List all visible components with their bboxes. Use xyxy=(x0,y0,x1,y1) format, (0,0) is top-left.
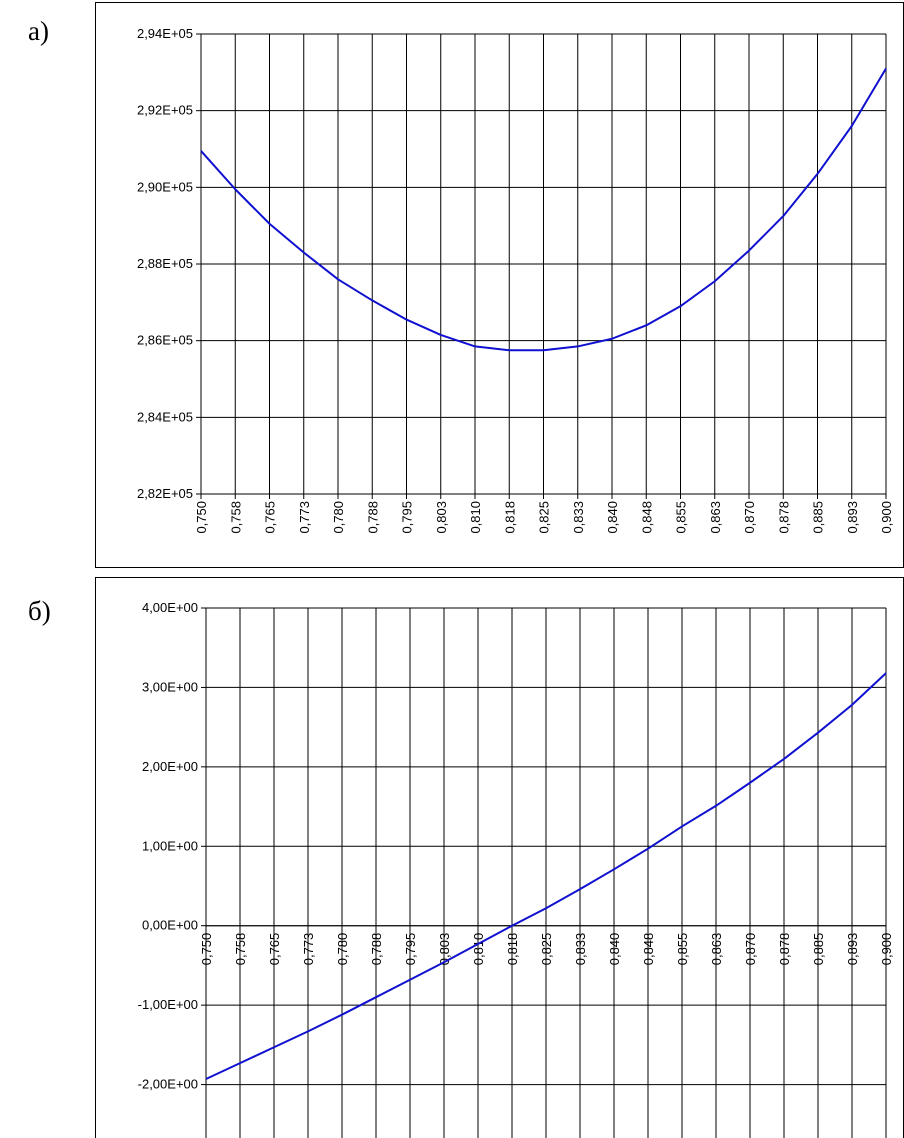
chart-b-frame: -3,00E+00-2,00E+00-1,00E+000,00E+001,00E… xyxy=(95,577,904,1138)
chart-b-ytick-label: 4,00E+00 xyxy=(142,600,198,615)
chart-b-xtick-label: 0,810 xyxy=(471,933,486,966)
chart-a-ytick-label: 2,86E+05 xyxy=(137,333,193,348)
chart-a-xtick-label: 0,900 xyxy=(879,501,894,534)
chart-b-xtick-label: 0,893 xyxy=(845,933,860,966)
chart-b-xtick-label: 0,863 xyxy=(709,933,724,966)
chart-b-ytick-label: 3,00E+00 xyxy=(142,679,198,694)
chart-a-xtick-label: 0,833 xyxy=(571,501,586,534)
chart-b-xtick-label: 0,900 xyxy=(879,933,894,966)
chart-b-xtick-label: 0,870 xyxy=(743,933,758,966)
chart-b-ytick-label: 1,00E+00 xyxy=(142,838,198,853)
chart-a-xtick-label: 0,758 xyxy=(228,501,243,534)
chart-a-xtick-label: 0,863 xyxy=(708,501,723,534)
chart-b-ytick-label: 0,00E+00 xyxy=(142,918,198,933)
chart-b-ytick-label: -1,00E+00 xyxy=(138,997,198,1012)
chart-a-xtick-label: 0,848 xyxy=(639,501,654,534)
chart-b-xtick-label: 0,765 xyxy=(267,933,282,966)
chart-b: -3,00E+00-2,00E+00-1,00E+000,00E+001,00E… xyxy=(138,600,894,1138)
chart-a-xtick-label: 0,840 xyxy=(605,501,620,534)
chart-a-xtick-label: 0,855 xyxy=(674,501,689,534)
chart-b-xtick-label: 0,780 xyxy=(335,933,350,966)
chart-a-xtick-label: 0,788 xyxy=(365,501,380,534)
panel-label-a: а) xyxy=(28,16,49,46)
chart-a-xtick-label: 0,810 xyxy=(468,501,483,534)
chart-b-ytick-label: 2,00E+00 xyxy=(142,759,198,774)
chart-a-ytick-label: 2,90E+05 xyxy=(137,179,193,194)
chart-b-xtick-label: 0,885 xyxy=(811,933,826,966)
chart-b-xtick-label: 0,803 xyxy=(437,933,452,966)
chart-b-xtick-label: 0,848 xyxy=(641,933,656,966)
chart-a-xtick-label: 0,795 xyxy=(400,501,415,534)
chart-a-xtick-label: 0,765 xyxy=(263,501,278,534)
chart-b-xtick-label: 0,773 xyxy=(301,933,316,966)
chart-a-series-line xyxy=(200,67,887,352)
chart-a-ytick-label: 2,92E+05 xyxy=(137,103,193,118)
chart-a-ytick-label: 2,94E+05 xyxy=(137,26,193,41)
chart-a-frame: 2,82E+05 2,84E+05 2,86E+05 2,88E+05 2,90E+05… xyxy=(95,2,904,568)
panel-label-b: б) xyxy=(28,596,51,626)
chart-b-xtick-label: 0,855 xyxy=(675,933,690,966)
chart-b-xtick-label: 0,750 xyxy=(199,933,214,966)
chart-b-xtick-label: 0,840 xyxy=(607,933,622,966)
chart-a-xtick-label: 0,750 xyxy=(194,501,209,534)
chart-a-xtick-label: 0,803 xyxy=(434,501,449,534)
chart-b-series-line xyxy=(205,672,887,1080)
chart-b-xtick-label: 0,825 xyxy=(539,933,554,966)
chart-a-xtick-label: 0,870 xyxy=(742,501,757,534)
chart-b-xtick-label: 0,878 xyxy=(777,933,792,966)
chart-a: 2,82E+05 2,84E+05 2,86E+05 2,88E+05 2,90E+05… xyxy=(137,26,894,534)
chart-a-ytick-label: 2,88E+05 xyxy=(137,256,193,271)
chart-a-xtick-label: 0,893 xyxy=(845,501,860,534)
chart-b-xtick-label: 0,833 xyxy=(573,933,588,966)
chart-b-xtick-label: 0,788 xyxy=(369,933,384,966)
chart-b-ytick-label: -2,00E+00 xyxy=(138,1077,198,1092)
chart-a-ytick-label: 2,84E+05 xyxy=(137,409,193,424)
chart-b-xtick-label: 0,818 xyxy=(505,933,520,966)
chart-a-xtick-label: 0,773 xyxy=(297,501,312,534)
chart-a-ytick-label: 2,82E+05 xyxy=(137,486,193,501)
chart-a-xtick-label: 0,885 xyxy=(811,501,826,534)
chart-a-xtick-label: 0,818 xyxy=(502,501,517,534)
chart-a-xtick-label: 0,825 xyxy=(537,501,552,534)
chart-b-xtick-label: 0,795 xyxy=(403,933,418,966)
chart-a-xtick-label: 0,780 xyxy=(331,501,346,534)
chart-b-xtick-label: 0,758 xyxy=(233,933,248,966)
chart-a-xtick-label: 0,878 xyxy=(776,501,791,534)
